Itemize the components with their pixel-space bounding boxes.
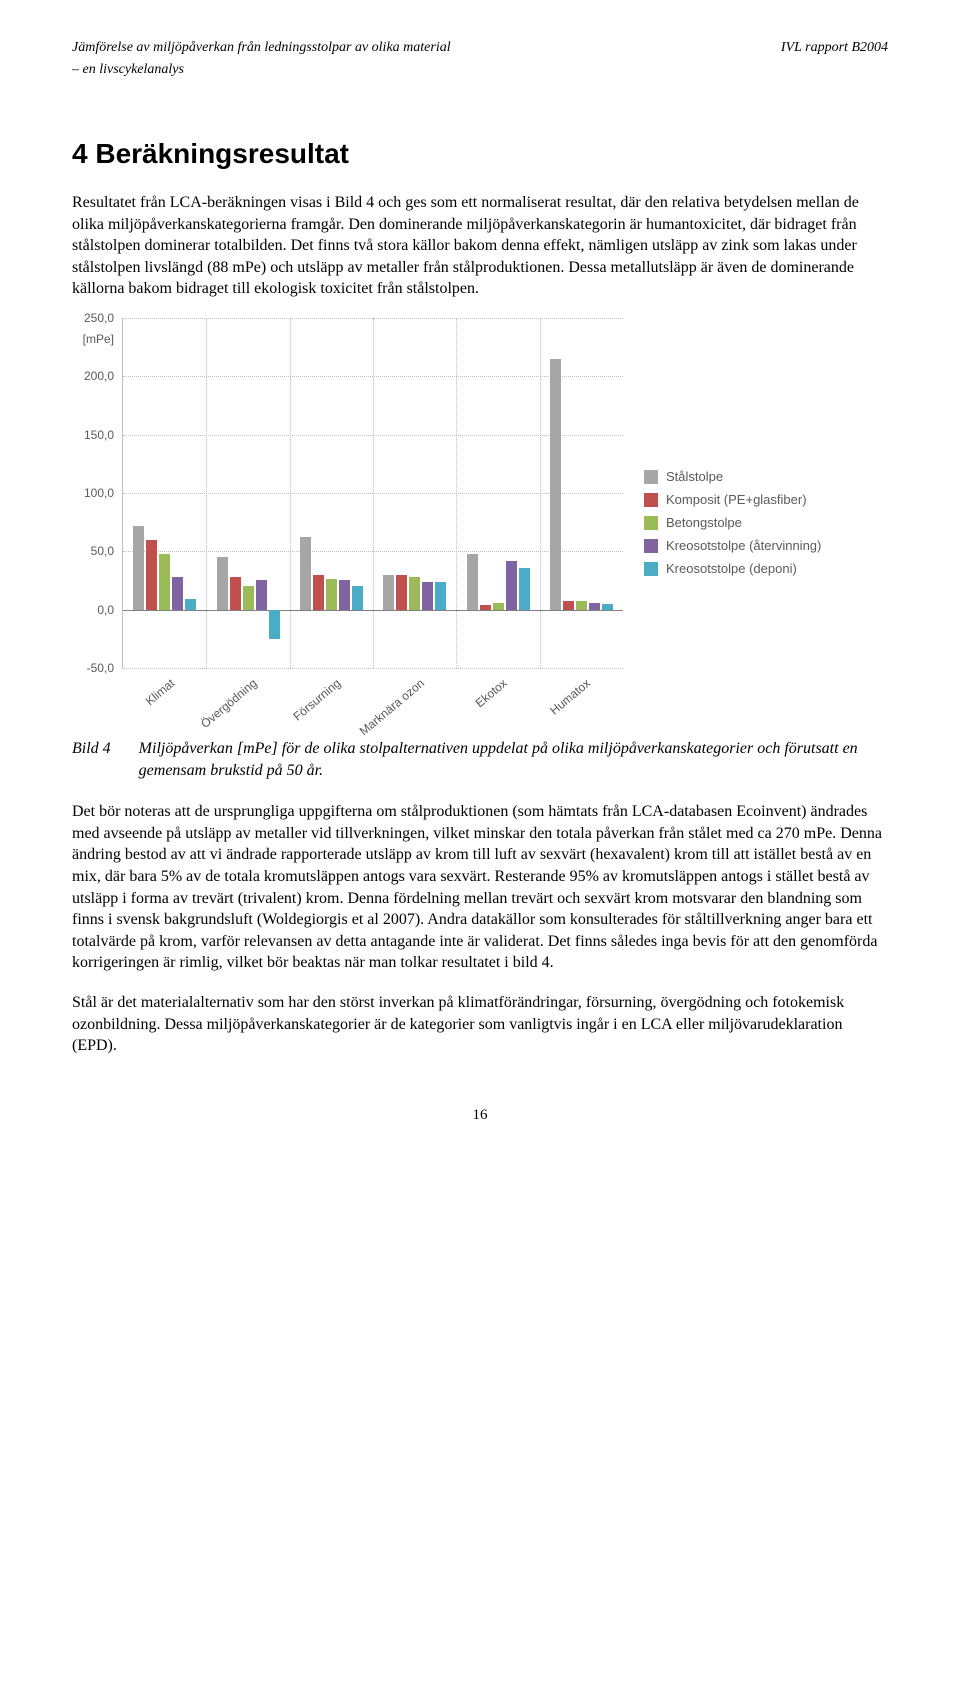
- bar: [300, 537, 311, 609]
- legend-item: Kreosotstolpe (deponi): [644, 561, 821, 576]
- bar: [493, 603, 504, 610]
- y-tick-label: 150,0: [72, 428, 114, 442]
- caption-label: Bild 4: [72, 738, 111, 781]
- bar: [243, 586, 254, 609]
- bar: [563, 601, 574, 609]
- chart-legend: Stålstolpe Komposit (PE+glasfiber) Betongs…: [644, 461, 821, 584]
- legend-swatch: [644, 539, 658, 553]
- bar: [576, 601, 587, 609]
- x-tick-label: Övergödning: [199, 676, 261, 731]
- header-right: IVL rapport B2004: [781, 40, 888, 56]
- bar: [230, 577, 241, 610]
- y-tick-label: 0,0: [72, 603, 114, 617]
- bar: [480, 605, 491, 610]
- bar: [519, 568, 530, 610]
- legend-swatch: [644, 470, 658, 484]
- y-tick-label: -50,0: [72, 661, 114, 675]
- header-subtitle: – en livscykelanalys: [72, 62, 888, 78]
- x-tick-label: Klimat: [142, 676, 177, 708]
- page-header: Jämförelse av miljöpåverkan från ledning…: [72, 40, 888, 56]
- chart-area: -50,00,050,0100,0150,0200,0250,0[mPe] Kl…: [72, 318, 632, 728]
- bar: [467, 554, 478, 610]
- bar: [146, 540, 157, 610]
- bar: [256, 580, 267, 609]
- bar: [396, 575, 407, 610]
- legend-label: Betongstolpe: [666, 515, 742, 530]
- legend-label: Kreosotstolpe (återvinning): [666, 538, 821, 553]
- legend-label: Komposit (PE+glasfiber): [666, 492, 807, 507]
- y-unit: [mPe]: [83, 332, 114, 346]
- x-tick-label: Försurning: [291, 676, 344, 724]
- bar: [435, 582, 446, 610]
- section-heading: 4 Beräkningsresultat: [72, 138, 888, 170]
- paragraph-1: Resultatet från LCA-beräkningen visas i …: [72, 192, 888, 300]
- caption-text: Miljöpåverkan [mPe] för de olika stolpal…: [139, 738, 888, 781]
- y-axis: -50,00,050,0100,0150,0200,0250,0[mPe]: [72, 318, 118, 668]
- bar: [589, 603, 600, 610]
- bar: [602, 604, 613, 610]
- legend-item: Betongstolpe: [644, 515, 821, 530]
- bar: [185, 599, 196, 610]
- x-axis: KlimatÖvergödningFörsurningMarknära ozon…: [122, 670, 622, 730]
- bar: [133, 526, 144, 610]
- bar: [422, 582, 433, 610]
- y-tick-label: 250,0: [72, 311, 114, 325]
- bar: [383, 575, 394, 610]
- bar: [313, 575, 324, 610]
- bar: [172, 577, 183, 610]
- bar: [269, 610, 280, 639]
- x-tick-label: Ekotox: [473, 676, 510, 710]
- legend-swatch: [644, 562, 658, 576]
- legend-item: Stålstolpe: [644, 469, 821, 484]
- bar: [339, 580, 350, 609]
- header-title: Jämförelse av miljöpåverkan från ledning…: [72, 40, 451, 56]
- y-tick-label: 50,0: [72, 544, 114, 558]
- bar: [409, 577, 420, 610]
- paragraph-3: Stål är det materialalternativ som har d…: [72, 992, 888, 1057]
- chart-plot: [122, 318, 622, 668]
- legend-item: Kreosotstolpe (återvinning): [644, 538, 821, 553]
- figure-caption: Bild 4 Miljöpåverkan [mPe] för de olika …: [72, 738, 888, 781]
- chart-container: -50,00,050,0100,0150,0200,0250,0[mPe] Kl…: [72, 318, 888, 728]
- bar: [159, 554, 170, 610]
- legend-swatch: [644, 493, 658, 507]
- bar: [326, 579, 337, 609]
- bar: [506, 561, 517, 610]
- paragraph-2: Det bör noteras att de ursprungliga uppg…: [72, 801, 888, 974]
- bar: [217, 557, 228, 610]
- page-number: 16: [72, 1107, 888, 1124]
- y-tick-label: 100,0: [72, 486, 114, 500]
- y-tick-label: 200,0: [72, 369, 114, 383]
- legend-label: Kreosotstolpe (deponi): [666, 561, 797, 576]
- bar: [352, 586, 363, 609]
- bar: [550, 359, 561, 610]
- legend-swatch: [644, 516, 658, 530]
- x-tick-label: Marknära ozon: [357, 676, 427, 738]
- legend-label: Stålstolpe: [666, 469, 723, 484]
- legend-item: Komposit (PE+glasfiber): [644, 492, 821, 507]
- x-tick-label: Humatox: [548, 676, 594, 718]
